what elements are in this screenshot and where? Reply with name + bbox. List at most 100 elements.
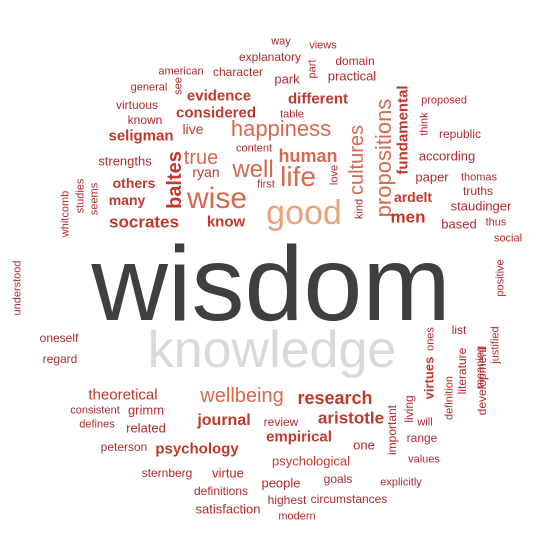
word-journal: journal <box>197 412 251 429</box>
word-important: important <box>385 404 399 456</box>
word-know: know <box>206 213 246 231</box>
word-practical: practical <box>327 68 377 84</box>
word-understood: understood <box>11 260 24 316</box>
word-kind: kind <box>353 198 366 220</box>
word-based: based <box>441 216 477 232</box>
word-theoretical: theoretical <box>88 386 158 404</box>
word-socrates: socrates <box>109 212 179 232</box>
word-views: views <box>309 39 337 52</box>
word-american: american <box>158 65 204 78</box>
word-regard: regard <box>42 352 78 366</box>
word-republic: republic <box>438 127 482 141</box>
word-goals: goals <box>323 472 353 486</box>
word-domain: domain <box>335 54 375 68</box>
word-modern: modern <box>278 510 316 523</box>
word-character: character <box>212 65 264 79</box>
word-values: values <box>408 453 440 466</box>
word-will: will <box>417 416 433 429</box>
word-defines: defines <box>79 418 115 431</box>
word-others: others <box>112 175 156 191</box>
word-considered: considered <box>175 104 257 122</box>
word-wellbeing: wellbeing <box>200 385 284 407</box>
word-strengths: strengths <box>98 153 152 169</box>
word-human: human <box>278 146 338 166</box>
word-empirical: empirical <box>266 428 332 446</box>
word-think: think <box>418 112 431 136</box>
word-ardelt: ardelt <box>393 189 433 205</box>
word-ryan: ryan <box>192 164 220 180</box>
word-table: table <box>280 108 304 121</box>
word-consistent: consistent <box>70 404 120 417</box>
word-positive: positive <box>494 259 507 297</box>
word-wisdom: wisdom <box>91 225 451 343</box>
word-literature: literature <box>455 347 469 395</box>
word-first: first <box>257 178 275 191</box>
word-see: see <box>172 77 185 95</box>
word-fundamental: fundamental <box>394 85 412 175</box>
word-research: research <box>297 388 373 408</box>
word-one: one <box>353 437 375 453</box>
word-park: park <box>274 71 300 87</box>
word-aristotle: aristotle <box>317 408 385 428</box>
word-evidence: evidence <box>186 87 252 105</box>
word-thomas: thomas <box>460 171 498 184</box>
word-cultures: cultures <box>346 124 368 196</box>
word-true: true <box>183 147 219 169</box>
word-way: way <box>271 35 291 48</box>
word-highest: highest <box>267 493 307 507</box>
word-list: list <box>451 323 467 337</box>
word-seems: seems <box>88 182 101 216</box>
word-propositions: propositions <box>371 98 396 218</box>
word-ones: ones <box>424 327 437 351</box>
word-definitions: definitions <box>193 484 249 498</box>
word-definition: definition <box>443 375 456 421</box>
word-whitcomb: whitcomb <box>59 190 72 238</box>
word-psychology: psychology <box>155 440 239 458</box>
word-well: well <box>232 156 274 183</box>
word-related: related <box>126 420 166 436</box>
word-explanatory: explanatory <box>238 50 302 64</box>
word-baltes: baltes <box>164 151 186 209</box>
word-people: people <box>261 475 301 491</box>
word-content: content <box>235 142 273 155</box>
word-wise: wise <box>186 182 248 215</box>
word-truths: truths <box>462 184 494 198</box>
word-happiness: happiness <box>230 116 332 141</box>
word-justified: justified <box>489 326 502 364</box>
word-oneself: oneself <box>39 331 79 345</box>
word-knowledge: knowledge <box>147 321 397 379</box>
word-grimm: grimm <box>127 402 165 418</box>
word-live: live <box>182 121 204 137</box>
word-different: different <box>288 90 348 108</box>
word-love: love <box>328 164 341 186</box>
word-known: known <box>127 113 163 127</box>
word-circumstances: circumstances <box>310 492 388 506</box>
word-review: review <box>263 415 299 429</box>
word-many: many <box>108 192 146 208</box>
word-sternberg: sternberg <box>141 466 193 480</box>
word-living: living <box>402 395 416 423</box>
word-satisfaction: satisfaction <box>195 501 261 517</box>
word-psychological: psychological <box>271 453 351 469</box>
word-range: range <box>406 431 438 445</box>
word-virtue: virtue <box>212 465 244 481</box>
word-explicitly: explicitly <box>380 476 422 489</box>
word-peterson: peterson <box>100 440 148 454</box>
word-development: development <box>475 346 489 416</box>
word-social: social <box>493 232 523 245</box>
word-proposed: proposed <box>421 94 467 107</box>
word-according: according <box>418 148 476 164</box>
word-paper: paper <box>415 169 449 185</box>
word-part: part <box>306 59 319 79</box>
word-life: life <box>280 161 316 192</box>
word-studies: studies <box>74 178 87 214</box>
word-good: good <box>266 194 342 232</box>
word-seligman: seligman <box>108 127 174 145</box>
word-virtuous: virtuous <box>115 98 159 112</box>
word-thus: thus <box>485 216 507 229</box>
word-virtues: virtues <box>421 356 437 400</box>
word-staudinger: staudinger <box>450 198 512 214</box>
word-men: men <box>390 207 426 227</box>
word-general: general <box>130 81 168 94</box>
